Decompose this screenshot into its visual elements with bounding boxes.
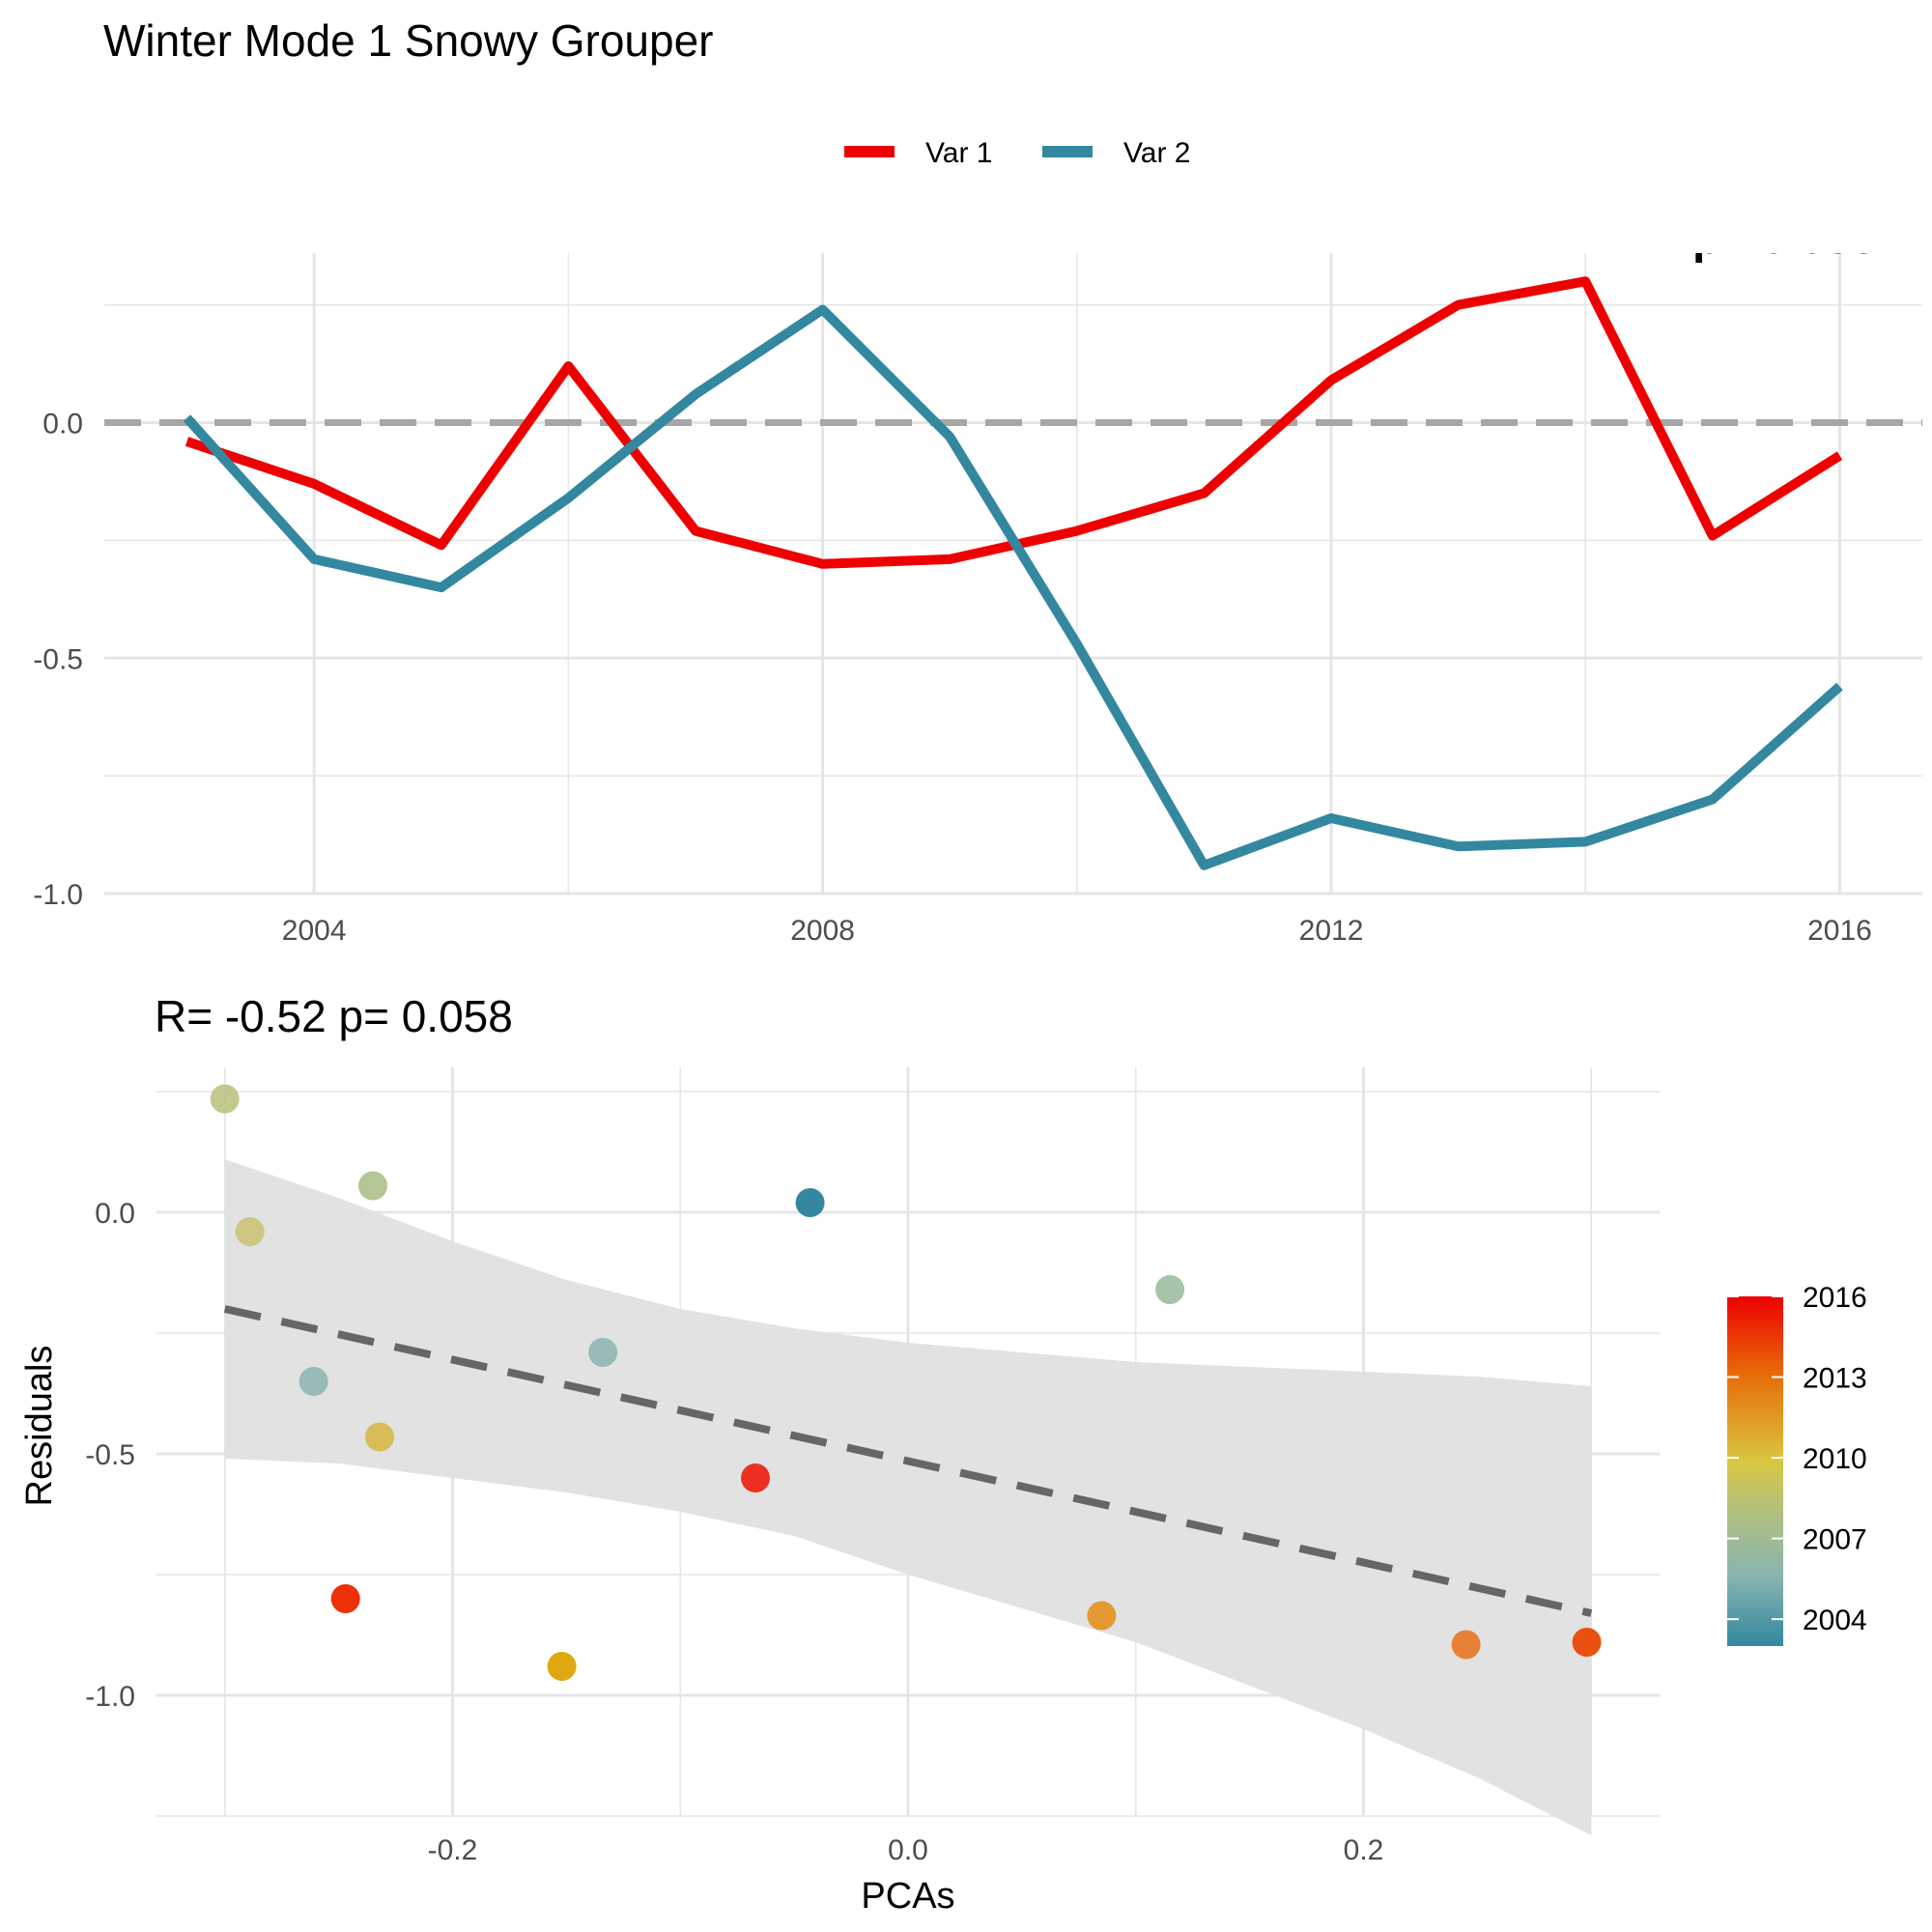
scatter-point: [235, 1217, 265, 1246]
scatter-point: [298, 1367, 328, 1396]
clip-mask: [1633, 193, 1932, 253]
scatter-x-ticks: -0.2 0.0 0.2: [428, 1834, 1384, 1866]
figure-title: Winter Mode 1 Snowy Grouper: [103, 15, 714, 66]
scatter-x-label: PCAs: [861, 1876, 954, 1917]
scatter-title: R= -0.52 p= 0.058: [155, 991, 513, 1041]
scatter-fit: [223, 1305, 1593, 1617]
scatter-point: [741, 1463, 770, 1492]
colorbar-legend: 2016 2013 2010 2007 2004: [1727, 1282, 1867, 1646]
line-chart-y-ticks: -1.0 -0.5 0.0: [33, 409, 83, 912]
scatter-ribbon: [224, 1159, 1592, 1835]
scatter-point: [1087, 1601, 1117, 1631]
scatter-point: [1155, 1275, 1185, 1304]
x-tick-label: 2004: [282, 915, 347, 947]
x-tick-label: 0.2: [1344, 1834, 1384, 1866]
series-var2-line: [183, 304, 1843, 870]
colorbar: [1727, 1296, 1783, 1646]
y-tick-label: -0.5: [33, 643, 83, 675]
colorbar-label: 2004: [1803, 1605, 1867, 1636]
x-tick-label: 0.0: [888, 1834, 928, 1866]
colorbar-label: 2010: [1803, 1443, 1867, 1475]
scatter-chart: R= -0.52 p= 0.058 -1.0 -0.5 0.0 -0.2 0.0 0.2…: [19, 991, 1660, 1917]
line-chart-grid: [104, 253, 1922, 895]
scatter-y-ticks: -1.0 -0.5 0.0: [85, 1198, 135, 1713]
scatter-point: [365, 1422, 394, 1452]
line-chart-x-ticks: 2004 2008 2012 2016: [282, 915, 1872, 947]
scatter-point: [588, 1338, 618, 1367]
legend-label-var2: Var 2: [1123, 137, 1190, 169]
x-tick-label: 2012: [1299, 915, 1364, 947]
x-tick-label: 2016: [1807, 915, 1872, 947]
scatter-point: [330, 1584, 360, 1613]
y-tick-label: 0.0: [95, 1198, 135, 1230]
y-tick-label: 0.0: [43, 409, 83, 440]
scatter-points: [210, 1084, 1602, 1681]
y-tick-label: -1.0: [33, 879, 83, 911]
scatter-point: [358, 1171, 387, 1201]
line-legend: Var 1 Var 2: [844, 137, 1190, 169]
scatter-point: [795, 1188, 825, 1217]
scatter-point: [547, 1652, 577, 1681]
x-tick-label: -0.2: [428, 1834, 478, 1866]
scatter-point: [1572, 1628, 1602, 1657]
legend-label-var1: Var 1: [925, 137, 992, 169]
scatter-point: [210, 1084, 240, 1114]
line-chart-series: [183, 276, 1843, 870]
x-tick-label: 2008: [790, 915, 855, 947]
regression-line: [223, 1305, 1593, 1617]
colorbar-label: 2016: [1803, 1282, 1867, 1314]
colorbar-label: 2007: [1803, 1524, 1867, 1556]
y-tick-label: -0.5: [85, 1439, 135, 1471]
scatter-point: [1451, 1630, 1481, 1660]
scatter-y-label: Residuals: [19, 1346, 60, 1507]
confidence-ribbon: [224, 1159, 1592, 1835]
colorbar-label: 2013: [1803, 1363, 1867, 1395]
y-tick-label: -1.0: [85, 1681, 135, 1713]
